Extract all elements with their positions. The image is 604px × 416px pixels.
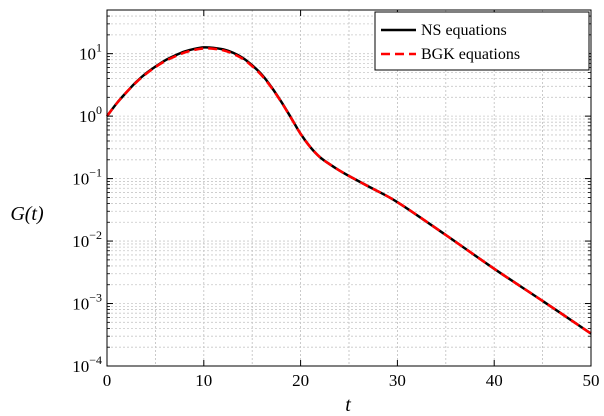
x-axis-label: t	[345, 394, 351, 416]
y-tick-label: 101	[79, 41, 102, 64]
y-tick-label: 10−4	[72, 353, 102, 376]
tick-labels: 0 10 20 30 40 50 101 100 10−1 10−2 10−3 10−4	[72, 41, 599, 390]
x-tick-label: 50	[583, 371, 600, 390]
y-tick-label: 100	[79, 103, 102, 126]
legend-box	[374, 11, 590, 71]
y-tick-label: 10−3	[72, 291, 102, 314]
legend-label-ns: NS equations	[421, 22, 507, 39]
grid	[107, 10, 591, 366]
y-tick-label: 10−1	[72, 166, 102, 189]
x-tick-label: 0	[103, 371, 112, 390]
x-tick-label: 40	[486, 371, 503, 390]
legend: NS equations BGK equations	[374, 11, 590, 71]
x-tick-label: 10	[195, 371, 212, 390]
x-tick-label: 30	[389, 371, 406, 390]
series-line-bgk	[106, 47, 592, 335]
legend-label-bgk: BGK equations	[421, 46, 520, 63]
x-tick-label: 20	[292, 371, 309, 390]
series-group	[106, 46, 592, 335]
y-tick-label: 10−2	[72, 228, 102, 251]
y-axis-label: G(t)	[10, 203, 44, 225]
